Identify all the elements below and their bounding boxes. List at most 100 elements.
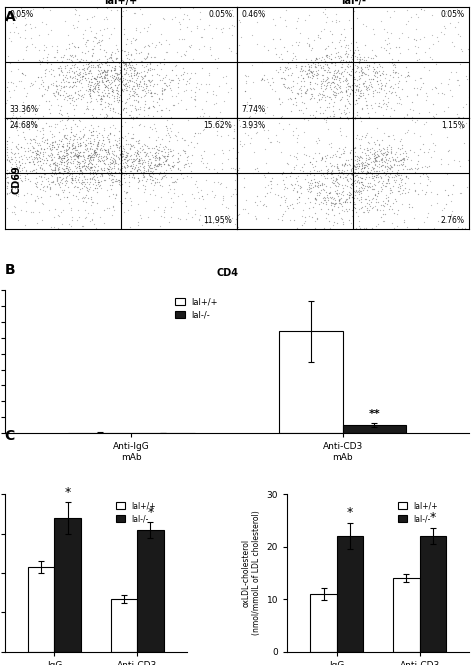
Point bbox=[410, 178, 418, 188]
Point bbox=[364, 100, 371, 110]
Point bbox=[14, 130, 22, 141]
Point bbox=[429, 110, 437, 121]
Point bbox=[173, 135, 181, 146]
Point bbox=[108, 168, 115, 178]
Point bbox=[81, 39, 89, 49]
Point bbox=[91, 86, 98, 97]
Point bbox=[378, 155, 386, 166]
Point bbox=[397, 155, 405, 166]
Point bbox=[382, 154, 389, 165]
Point bbox=[74, 152, 82, 162]
Point bbox=[92, 126, 100, 136]
Point bbox=[111, 63, 118, 73]
Point bbox=[103, 73, 111, 84]
Point bbox=[302, 102, 310, 113]
Point bbox=[313, 177, 320, 188]
Point bbox=[364, 168, 371, 178]
Point bbox=[360, 182, 367, 193]
Point bbox=[374, 67, 381, 78]
Point bbox=[329, 198, 337, 208]
Point bbox=[293, 77, 301, 88]
Point bbox=[391, 59, 399, 70]
Point bbox=[304, 59, 311, 70]
Point bbox=[96, 72, 104, 82]
Point bbox=[354, 74, 361, 85]
Point bbox=[438, 159, 445, 170]
Point bbox=[93, 139, 101, 150]
Point bbox=[111, 61, 118, 72]
Point bbox=[378, 165, 386, 176]
Point bbox=[26, 80, 34, 91]
Point bbox=[104, 134, 111, 145]
Point bbox=[35, 83, 43, 94]
Point bbox=[402, 76, 410, 86]
Point bbox=[89, 126, 97, 137]
Point bbox=[351, 66, 359, 77]
Point bbox=[22, 44, 29, 55]
Point bbox=[336, 75, 343, 86]
Point bbox=[59, 55, 66, 66]
Point bbox=[218, 164, 226, 174]
Point bbox=[139, 180, 147, 191]
Point bbox=[328, 76, 336, 87]
Point bbox=[59, 141, 66, 152]
Point bbox=[313, 194, 320, 204]
Point bbox=[352, 80, 359, 91]
Point bbox=[247, 133, 255, 144]
Point bbox=[369, 193, 376, 203]
Point bbox=[156, 221, 164, 231]
Point bbox=[104, 169, 112, 180]
Point bbox=[129, 133, 137, 144]
Point bbox=[166, 132, 173, 142]
Point bbox=[347, 154, 355, 165]
Point bbox=[383, 78, 390, 88]
Point bbox=[347, 84, 355, 94]
Point bbox=[424, 172, 432, 182]
Point bbox=[328, 29, 336, 39]
Point bbox=[100, 165, 108, 176]
Point bbox=[13, 171, 21, 182]
Point bbox=[78, 161, 86, 172]
Point bbox=[346, 15, 353, 25]
Point bbox=[47, 164, 55, 174]
Point bbox=[29, 164, 37, 175]
Point bbox=[3, 114, 11, 124]
Point bbox=[253, 163, 261, 174]
Point bbox=[293, 133, 301, 144]
Point bbox=[49, 137, 57, 148]
Point bbox=[410, 212, 418, 223]
Point bbox=[75, 160, 83, 171]
Point bbox=[340, 161, 348, 172]
Point bbox=[100, 45, 108, 56]
Point bbox=[72, 129, 80, 140]
Point bbox=[352, 95, 359, 106]
Point bbox=[148, 142, 156, 153]
Point bbox=[395, 92, 403, 102]
Point bbox=[181, 34, 188, 45]
Point bbox=[134, 148, 142, 159]
Point bbox=[289, 47, 296, 58]
Point bbox=[37, 142, 45, 153]
Point bbox=[58, 168, 66, 179]
Point bbox=[332, 186, 339, 196]
Point bbox=[137, 71, 145, 82]
Point bbox=[95, 161, 102, 172]
Point bbox=[390, 82, 397, 93]
Point bbox=[399, 153, 406, 164]
Point bbox=[329, 194, 337, 204]
Point bbox=[337, 199, 345, 209]
Point bbox=[344, 78, 352, 88]
Point bbox=[122, 152, 130, 163]
Point bbox=[228, 212, 236, 223]
Point bbox=[351, 151, 358, 162]
Point bbox=[76, 157, 84, 168]
Point bbox=[122, 60, 130, 70]
Point bbox=[65, 92, 73, 103]
Point bbox=[423, 162, 430, 172]
Bar bbox=[111, 598, 137, 652]
Point bbox=[337, 67, 345, 78]
Point bbox=[165, 105, 173, 116]
Point bbox=[60, 187, 67, 198]
Point bbox=[348, 168, 356, 178]
Point bbox=[363, 184, 370, 195]
